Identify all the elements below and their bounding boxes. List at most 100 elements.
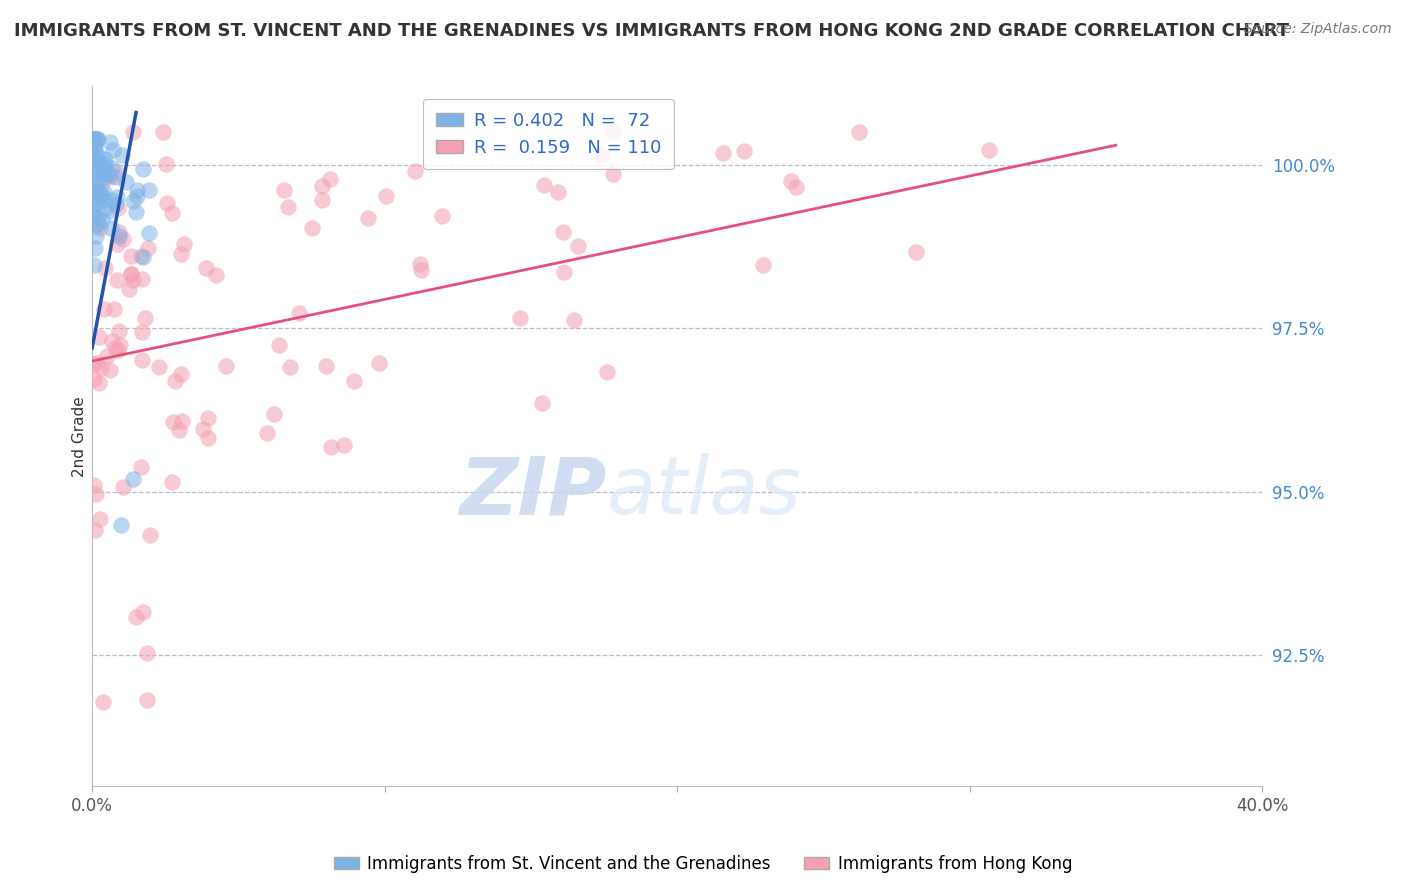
Point — [357, 211, 380, 226]
Point — [87, 184, 110, 198]
Point — [111, 480, 134, 494]
Point — [115, 175, 138, 189]
Point — [86, 165, 108, 179]
Point — [602, 167, 624, 181]
Point — [319, 171, 342, 186]
Point — [83, 131, 105, 145]
Point — [107, 343, 129, 357]
Point — [83, 131, 105, 145]
Point — [311, 193, 333, 207]
Point — [82, 182, 104, 196]
Point — [103, 301, 125, 316]
Point — [82, 153, 104, 167]
Point — [89, 329, 111, 343]
Point — [124, 609, 146, 624]
Point — [170, 367, 193, 381]
Point — [138, 226, 160, 240]
Point — [82, 203, 104, 218]
Point — [752, 259, 775, 273]
Point — [404, 164, 426, 178]
Point — [97, 204, 120, 219]
Point — [89, 376, 111, 391]
Legend: R = 0.402   N =  72, R =  0.159   N = 110: R = 0.402 N = 72, R = 0.159 N = 110 — [423, 99, 673, 169]
Point — [87, 196, 110, 211]
Point — [191, 422, 214, 436]
Point — [136, 241, 159, 255]
Point — [160, 206, 183, 220]
Text: IMMIGRANTS FROM ST. VINCENT AND THE GRENADINES VS IMMIGRANTS FROM HONG KONG 2ND : IMMIGRANTS FROM ST. VINCENT AND THE GREN… — [14, 22, 1289, 40]
Point — [139, 528, 162, 542]
Point — [315, 359, 337, 373]
Point — [83, 258, 105, 272]
Legend: Immigrants from St. Vincent and the Grenadines, Immigrants from Hong Kong: Immigrants from St. Vincent and the Gren… — [328, 848, 1078, 880]
Point — [132, 250, 155, 264]
Point — [156, 196, 179, 211]
Point — [170, 247, 193, 261]
Point — [89, 154, 111, 169]
Point — [96, 349, 118, 363]
Point — [86, 186, 108, 200]
Point — [82, 209, 104, 223]
Point — [84, 523, 107, 537]
Point — [411, 263, 433, 277]
Point — [277, 200, 299, 214]
Point — [100, 193, 122, 207]
Point — [131, 325, 153, 339]
Point — [84, 487, 107, 501]
Point — [89, 220, 111, 235]
Point — [547, 186, 569, 200]
Point — [104, 163, 127, 178]
Point — [94, 260, 117, 275]
Point — [194, 260, 217, 275]
Text: atlas: atlas — [607, 453, 801, 532]
Point — [101, 334, 124, 348]
Point — [733, 144, 755, 158]
Point — [301, 220, 323, 235]
Point — [129, 249, 152, 263]
Point — [83, 372, 105, 386]
Point — [107, 201, 129, 215]
Point — [104, 169, 127, 184]
Point — [215, 359, 238, 373]
Point — [90, 360, 112, 375]
Point — [86, 155, 108, 169]
Point — [409, 257, 432, 271]
Point — [111, 147, 134, 161]
Point — [848, 125, 870, 139]
Point — [131, 272, 153, 286]
Point — [93, 161, 115, 175]
Point — [91, 193, 114, 207]
Point — [162, 416, 184, 430]
Point — [86, 131, 108, 145]
Point — [108, 338, 131, 352]
Point — [98, 135, 121, 149]
Point — [509, 310, 531, 325]
Point — [553, 225, 575, 239]
Point — [82, 163, 104, 178]
Point — [263, 407, 285, 421]
Point — [83, 242, 105, 256]
Point — [368, 355, 391, 369]
Point — [83, 131, 105, 145]
Point — [148, 359, 170, 374]
Point — [120, 249, 142, 263]
Point — [780, 173, 803, 187]
Point — [160, 475, 183, 490]
Point — [94, 166, 117, 180]
Point — [108, 228, 131, 243]
Point — [125, 189, 148, 203]
Point — [82, 150, 104, 164]
Point — [89, 189, 111, 203]
Point — [86, 356, 108, 370]
Point — [125, 183, 148, 197]
Point — [94, 169, 117, 184]
Point — [97, 168, 120, 182]
Point — [118, 282, 141, 296]
Point — [103, 341, 125, 355]
Point — [100, 161, 122, 175]
Point — [256, 426, 278, 441]
Point — [87, 149, 110, 163]
Point — [533, 178, 555, 193]
Point — [93, 185, 115, 199]
Point — [125, 205, 148, 219]
